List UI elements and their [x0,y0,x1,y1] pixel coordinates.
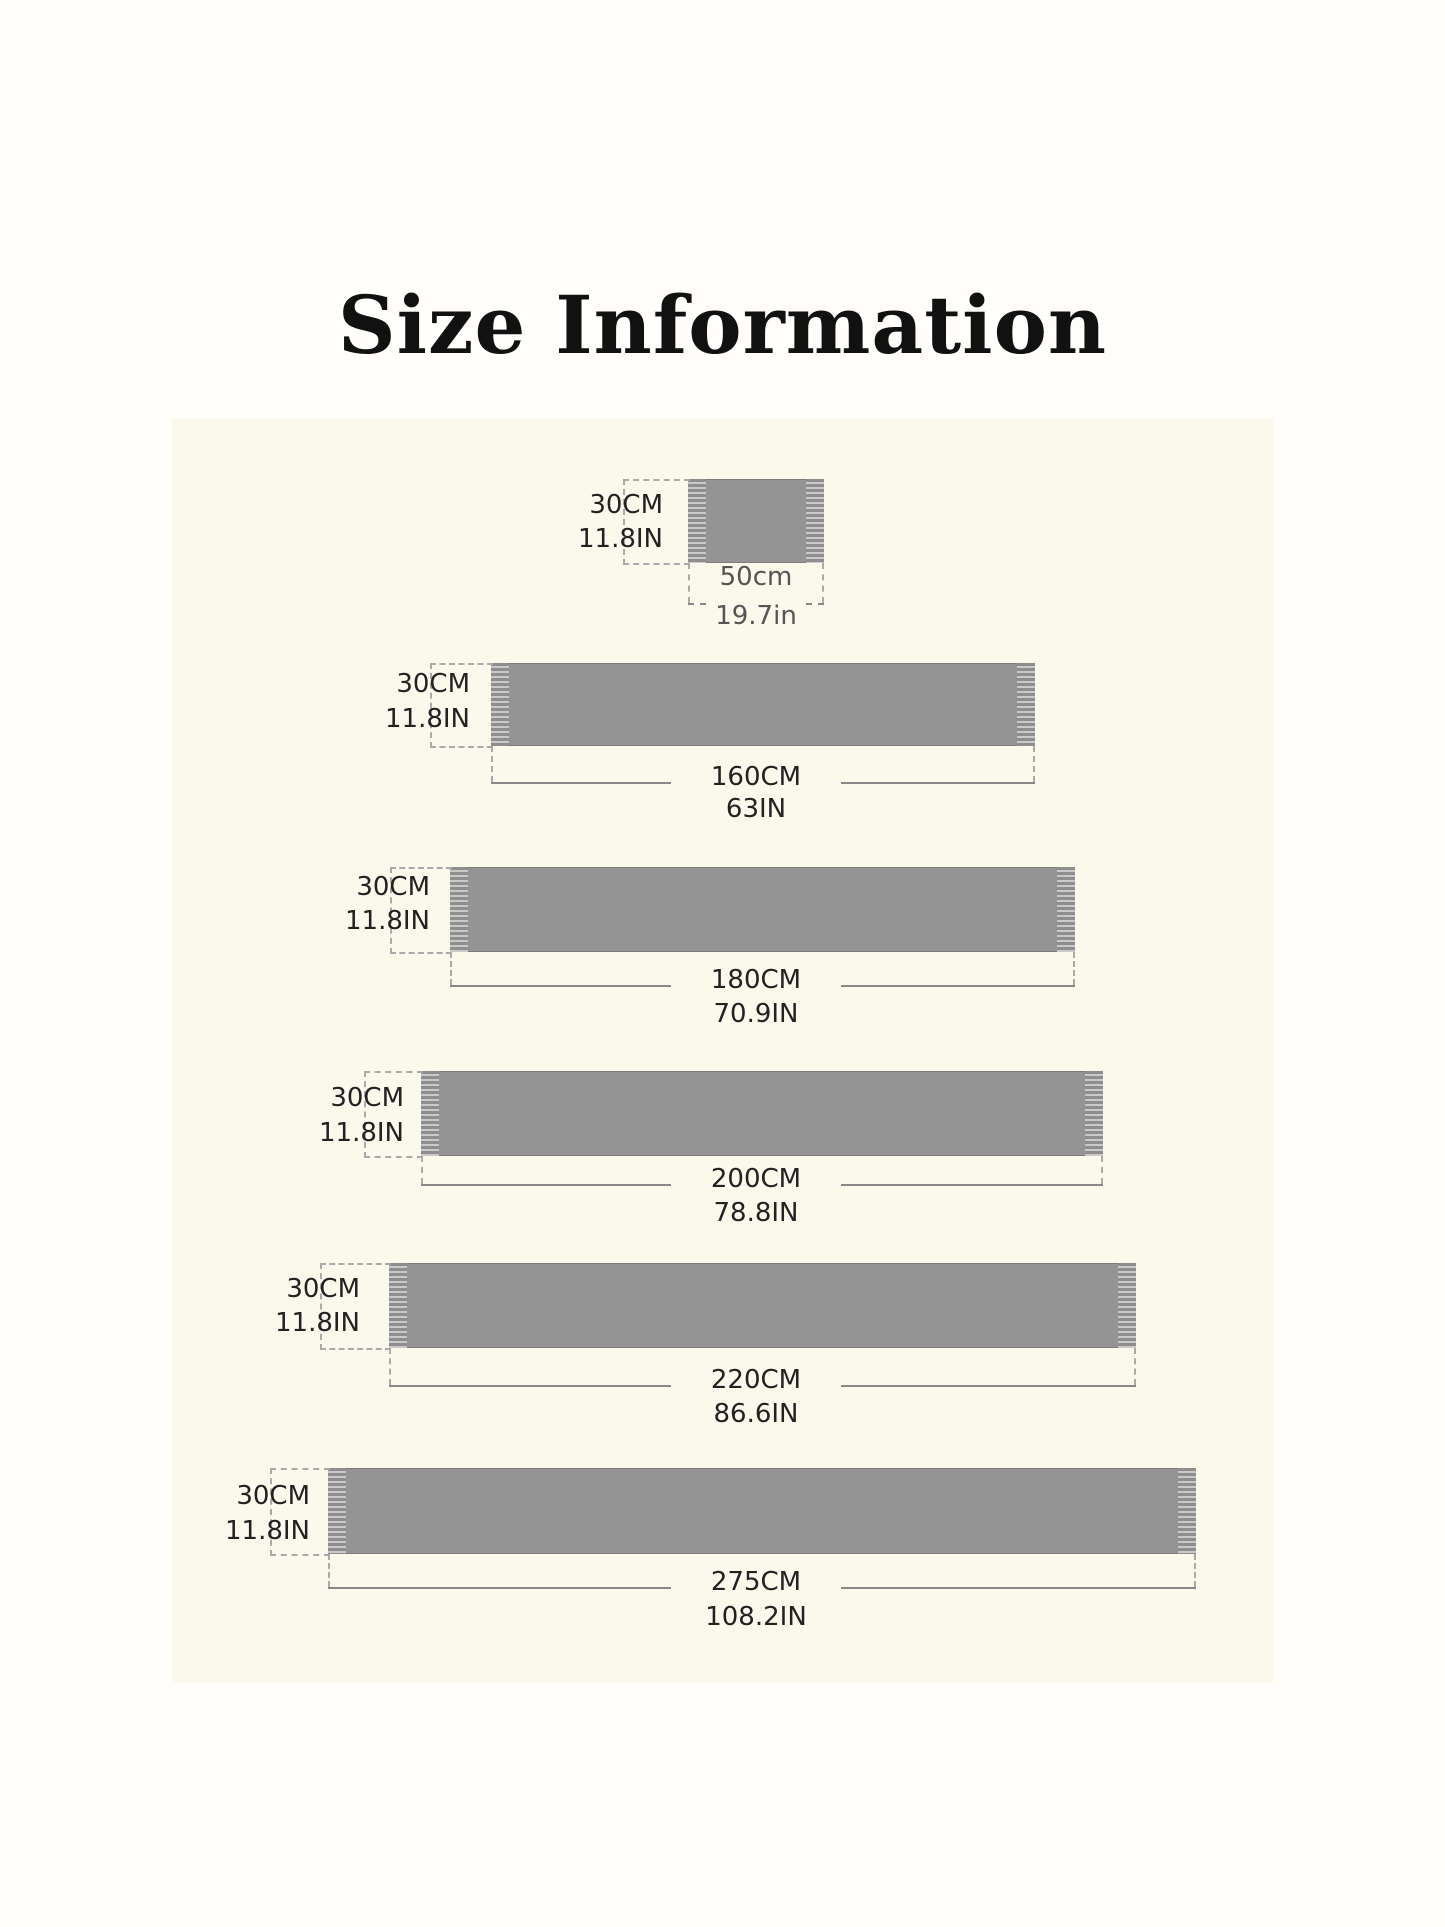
height-bracket [320,1263,391,1350]
height-cm-label: 30CM [286,1274,360,1304]
height-in-label: 11.8IN [344,906,430,936]
length-left-tick [421,1156,423,1184]
length-in-label: 70.9IN [713,999,799,1029]
height-cm-label: 30CM [330,1083,404,1113]
right-fringe [806,479,824,563]
right-fringe [1085,1071,1103,1156]
height-cm-label: 30CM [356,872,430,902]
length-cm-label: 50cm [719,562,793,592]
height-in-label: 11.8IN [224,1516,310,1546]
length-cm-label: 220CM [710,1365,802,1395]
length-line-left [491,782,671,784]
table-runner-4 [421,1071,1103,1156]
length-line-left [688,603,706,605]
length-in-label: 108.2IN [705,1602,807,1632]
length-left-tick [328,1554,330,1587]
left-fringe [421,1071,439,1156]
left-fringe [450,867,468,952]
table-runner-2 [491,663,1035,746]
runner-body [706,479,806,563]
length-right-tick [1033,746,1035,782]
height-cm-label: 30CM [396,669,470,699]
length-right-tick [1194,1554,1196,1587]
runner-body [509,663,1017,746]
length-line-left [421,1184,671,1186]
length-cm-label: 160CM [710,762,802,792]
runner-body [407,1263,1118,1348]
length-left-tick [688,563,690,603]
left-fringe [688,479,706,563]
height-in-label: 11.8IN [274,1308,360,1338]
right-fringe [1017,663,1035,746]
height-in-label: 11.8IN [384,704,470,734]
length-line-right [841,985,1075,987]
length-in-label: 86.6IN [713,1399,799,1429]
length-left-tick [491,746,493,782]
height-in-label: 11.8IN [577,524,663,554]
table-runner-1 [688,479,824,563]
right-fringe [1118,1263,1136,1348]
length-right-tick [1073,952,1075,985]
height-cm-label: 30CM [589,490,663,520]
length-line-right [841,782,1035,784]
length-in-label: 78.8IN [713,1198,799,1228]
length-line-right [841,1587,1196,1589]
length-left-tick [389,1348,391,1385]
height-bracket [623,479,690,565]
runner-body [468,867,1057,952]
table-runner-5 [389,1263,1136,1348]
height-cm-label: 30CM [236,1481,310,1511]
left-fringe [328,1468,346,1554]
table-runner-6 [328,1468,1196,1554]
length-in-label: 19.7in [715,601,797,631]
runner-body [439,1071,1085,1156]
length-line-left [389,1385,671,1387]
length-cm-label: 275CM [710,1567,802,1597]
left-fringe [389,1263,407,1348]
length-right-tick [822,563,824,603]
table-runner-3 [450,867,1075,952]
length-line-left [328,1587,671,1589]
height-in-label: 11.8IN [318,1118,404,1148]
right-fringe [1178,1468,1196,1554]
page-title: Size Information [337,278,1108,372]
height-bracket [270,1468,330,1556]
length-right-tick [1101,1156,1103,1184]
height-bracket [430,663,493,748]
length-line-right [806,603,824,605]
left-fringe [491,663,509,746]
length-line-left [450,985,671,987]
right-fringe [1057,867,1075,952]
length-right-tick [1134,1348,1136,1385]
runner-body [346,1468,1178,1554]
height-bracket [364,1071,423,1158]
height-bracket [390,867,452,954]
length-in-label: 63IN [725,794,787,824]
length-line-right [841,1184,1103,1186]
length-line-right [841,1385,1136,1387]
length-left-tick [450,952,452,985]
length-cm-label: 200CM [710,1164,802,1194]
length-cm-label: 180CM [710,965,802,995]
